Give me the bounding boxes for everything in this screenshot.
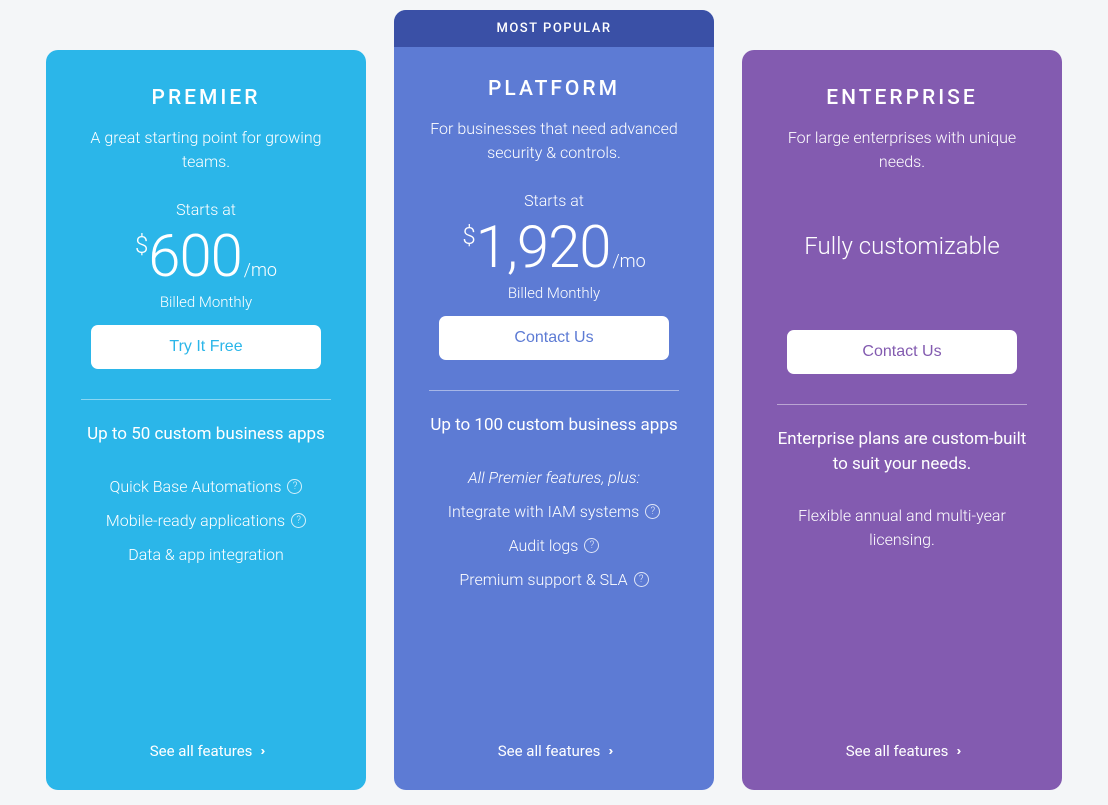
chevron-right-icon: ›› [956, 744, 958, 759]
feature-label: Quick Base Automations [110, 475, 282, 499]
see-all-label: See all features [150, 742, 253, 760]
price-period: /mo [244, 260, 277, 281]
price-amount: 1,920 [476, 214, 611, 282]
enterprise-headline: Enterprise plans are custom-built to sui… [742, 427, 1062, 476]
custom-price-label: Fully customizable [804, 232, 999, 260]
currency-symbol: $ [135, 231, 148, 259]
try-free-button[interactable]: Try It Free [91, 325, 321, 369]
contact-us-button[interactable]: Contact Us [787, 330, 1017, 374]
feature-label: Audit logs [509, 534, 579, 558]
see-all-features-link[interactable]: See all features ›› [846, 742, 959, 760]
contact-us-button[interactable]: Contact Us [439, 316, 669, 360]
tier-name: PREMIER [152, 86, 261, 110]
price-period: /mo [612, 251, 645, 272]
most-popular-badge: MOST POPULAR [394, 10, 714, 47]
help-icon[interactable]: ? [291, 513, 306, 528]
divider [429, 390, 679, 391]
feature-item: Mobile-ready applications ? [106, 509, 306, 533]
price-amount: 600 [148, 223, 242, 291]
see-all-label: See all features [498, 742, 601, 760]
feature-list: Flexible annual and multi-year licensing… [742, 504, 1062, 552]
feature-label: Integrate with IAM systems [448, 500, 640, 524]
tier-name: PLATFORM [488, 77, 620, 101]
help-icon[interactable]: ? [634, 572, 649, 587]
help-icon[interactable]: ? [287, 479, 302, 494]
feature-list: Quick Base Automations ? Mobile-ready ap… [80, 475, 332, 567]
billing-cycle: Billed Monthly [508, 284, 600, 302]
feature-item: Data & app integration [106, 543, 306, 567]
feature-label: Data & app integration [128, 543, 284, 567]
starts-at-label: Starts at [524, 191, 584, 210]
feature-label: Premium support & SLA [459, 568, 627, 592]
pricing-card-premier: PREMIER A great starting point for growi… [46, 50, 366, 790]
help-icon[interactable]: ? [645, 504, 660, 519]
pricing-card-enterprise: ENTERPRISE For large enterprises with un… [742, 50, 1062, 790]
see-all-label: See all features [846, 742, 949, 760]
price-row: $ 1,920 /mo [462, 214, 645, 282]
divider [777, 404, 1027, 405]
pricing-card-platform: MOST POPULAR PLATFORM For businesses tha… [394, 10, 714, 790]
starts-at-label: Starts at [176, 200, 236, 219]
apps-headline: Up to 100 custom business apps [402, 413, 705, 438]
feature-item: Premium support & SLA ? [448, 568, 661, 592]
feature-list: All Premier features, plus: Integrate wi… [422, 466, 687, 592]
see-all-features-link[interactable]: See all features ›› [150, 742, 263, 760]
tier-tagline: For businesses that need advanced securi… [394, 117, 714, 165]
feature-label: Mobile-ready applications [106, 509, 285, 533]
price-row: $ 600 /mo [135, 223, 277, 291]
tier-tagline: A great starting point for growing teams… [46, 126, 366, 174]
enterprise-subline: Flexible annual and multi-year licensing… [768, 504, 1036, 552]
divider [81, 399, 331, 400]
help-icon[interactable]: ? [584, 538, 599, 553]
feature-item: Integrate with IAM systems ? [448, 500, 661, 524]
billing-cycle: Billed Monthly [160, 293, 252, 311]
feature-item: Quick Base Automations ? [106, 475, 306, 499]
tier-tagline: For large enterprises with unique needs. [742, 126, 1062, 174]
chevron-right-icon: ›› [260, 744, 262, 759]
see-all-features-link[interactable]: See all features ›› [498, 742, 611, 760]
apps-headline: Up to 50 custom business apps [59, 422, 353, 447]
chevron-right-icon: ›› [608, 744, 610, 759]
feature-lead: All Premier features, plus: [448, 466, 661, 490]
feature-item: Audit logs ? [448, 534, 661, 558]
currency-symbol: $ [462, 222, 475, 250]
tier-name: ENTERPRISE [826, 86, 978, 110]
